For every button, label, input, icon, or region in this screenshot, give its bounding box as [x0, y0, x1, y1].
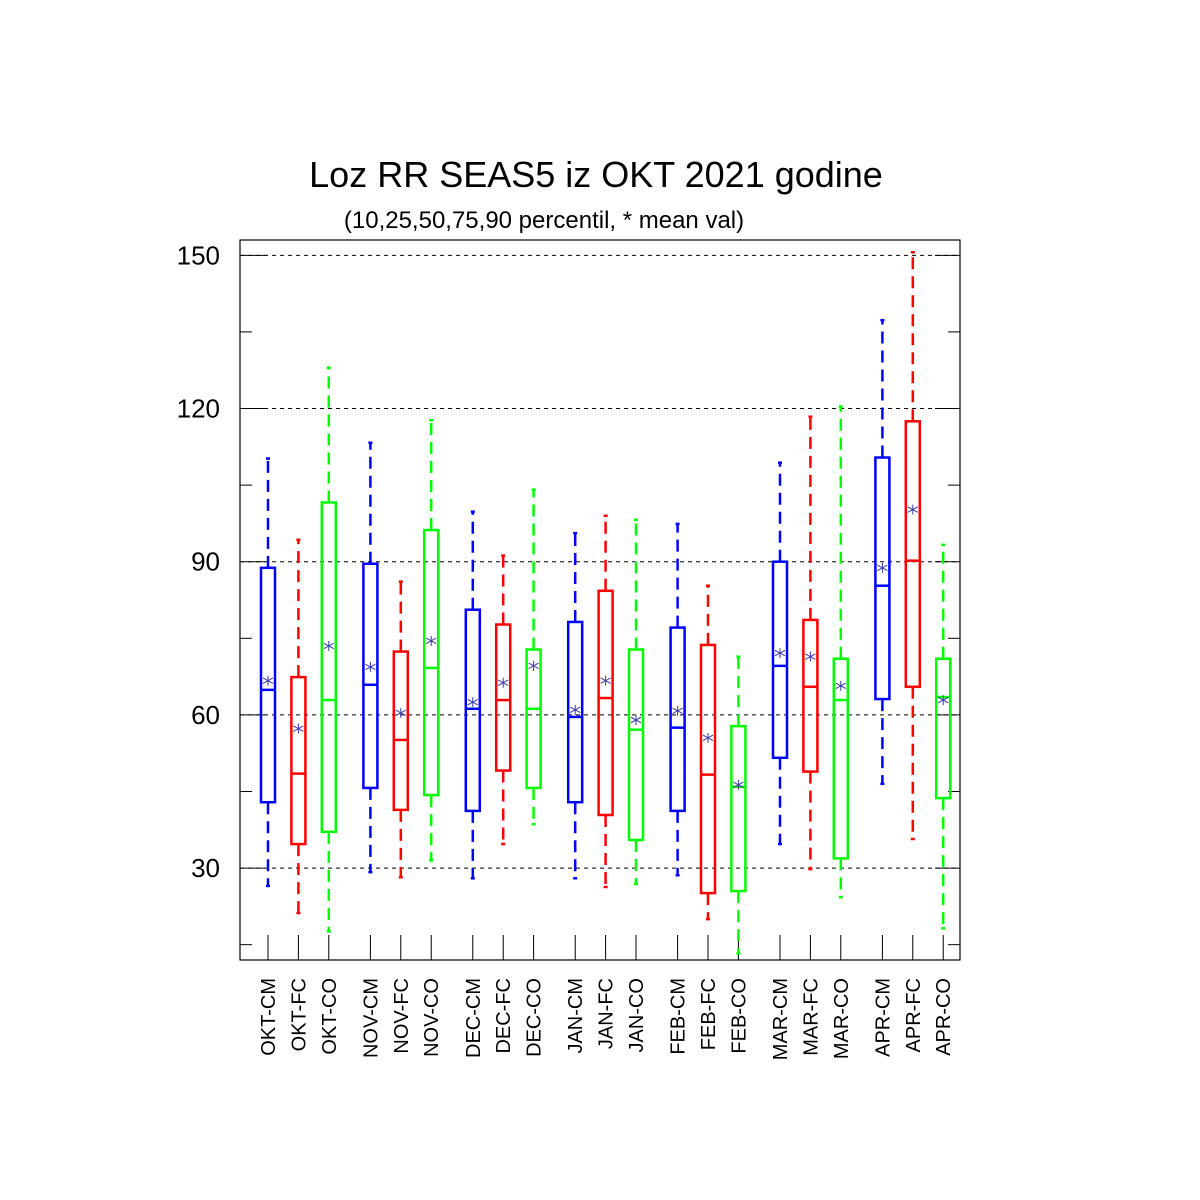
mean-stroke-c	[805, 653, 816, 660]
category-label-JAN-CO: JAN-CO	[626, 978, 648, 1052]
box-DEC-CO	[525, 648, 542, 790]
y-axis: 30 60 90 120 150	[177, 240, 960, 946]
box-DEC-FC	[494, 623, 512, 772]
mean-marker-APR-CM	[877, 562, 888, 573]
mean-stroke-c	[395, 709, 407, 717]
mean-marker-APR-FC	[907, 504, 919, 515]
mean-marker-OKT-CO	[323, 640, 335, 651]
box-APR-CM	[874, 456, 891, 701]
box-OKT-FC	[290, 675, 307, 846]
box-OKT-CO	[320, 501, 338, 834]
box-FEB-CO	[730, 724, 747, 893]
category-label-JAN-CM: JAN-CM	[565, 978, 587, 1054]
mean-marker-NOV-CM	[365, 661, 376, 672]
mean-marker-FEB-CO	[733, 779, 744, 790]
x-axis-ticks	[267, 935, 944, 960]
box-OKT-CM	[259, 566, 277, 804]
y-tick-label-90: 90	[191, 547, 220, 577]
mean-stroke-c	[467, 698, 479, 706]
mean-stroke-c	[937, 696, 949, 704]
category-label-DEC-CM: DEC-CM	[463, 978, 485, 1058]
mean-marker-DEC-FC	[497, 677, 509, 688]
box-APR-FC	[904, 420, 922, 689]
mean-marker-JAN-FC	[600, 675, 611, 686]
category-label-NOV-CO: NOV-CO	[421, 978, 443, 1057]
box-MAR-CO	[832, 657, 850, 860]
category-label-APR-CM: APR-CM	[872, 978, 894, 1057]
category-label-OKT-FC: OKT-FC	[288, 978, 310, 1051]
mean-marker-OKT-FC	[293, 723, 304, 734]
mean-marker-FEB-FC	[702, 732, 714, 743]
mean-stroke-c	[365, 663, 376, 671]
mean-stroke-c	[774, 649, 786, 657]
box-plots	[259, 251, 952, 955]
category-label-FEB-FC: FEB-FC	[698, 978, 720, 1050]
category-label-DEC-FC: DEC-FC	[493, 978, 515, 1054]
mean-stroke-c	[672, 707, 683, 714]
category-label-FEB-CM: FEB-CM	[668, 978, 690, 1055]
category-label-MAR-CO: MAR-CO	[831, 978, 853, 1059]
category-label-MAR-FC: MAR-FC	[800, 978, 822, 1056]
mean-stroke-c	[569, 706, 581, 713]
box-MAR-CM	[771, 560, 789, 760]
category-label-FEB-CO: FEB-CO	[728, 978, 750, 1054]
mean-marker-MAR-FC	[805, 651, 816, 662]
mean-stroke-c	[323, 642, 335, 650]
mean-stroke-c	[262, 677, 274, 684]
mean-stroke-c	[733, 781, 744, 789]
box-JAN-FC	[597, 589, 614, 817]
box-JAN-CM	[566, 620, 584, 804]
mean-marker-JAN-CO	[630, 715, 642, 725]
mean-stroke-c	[497, 679, 509, 686]
category-label-NOV-CM: NOV-CM	[360, 978, 382, 1058]
box-NOV-FC	[392, 650, 410, 812]
mean-marker-FEB-CM	[672, 705, 683, 716]
chart-subtitle: (10,25,50,75,90 percentil, * mean val)	[344, 207, 744, 234]
y-tick-label-120: 120	[177, 394, 220, 424]
box-MAR-FC	[802, 618, 819, 773]
mean-marker-DEC-CO	[528, 660, 539, 671]
mean-stroke-c	[702, 734, 714, 742]
mean-stroke-c	[907, 506, 919, 513]
mean-marker-NOV-CO	[425, 635, 437, 646]
box-FEB-FC	[699, 643, 717, 895]
box-APR-CO	[934, 657, 952, 800]
mean-stroke-c	[293, 725, 304, 732]
mean-stroke-c	[835, 682, 847, 689]
y-tick-label-60: 60	[191, 700, 220, 730]
mean-stroke-c	[877, 564, 888, 572]
mean-marker-JAN-CM	[569, 704, 581, 715]
category-label-MAR-CM: MAR-CM	[770, 978, 792, 1060]
category-label-DEC-CO: DEC-CO	[524, 978, 546, 1057]
mean-marker-NOV-FC	[395, 707, 407, 718]
mean-stroke-c	[630, 716, 642, 724]
chart-title: Loz RR SEAS5 iz OKT 2021 godine	[309, 154, 883, 195]
category-label-NOV-FC: NOV-FC	[391, 978, 413, 1054]
box-NOV-CO	[422, 528, 440, 797]
category-label-JAN-FC: JAN-FC	[596, 978, 618, 1049]
mean-marker-APR-CO	[937, 695, 949, 706]
category-label-OKT-CO: OKT-CO	[319, 978, 341, 1055]
category-labels: OKT-CM OKT-FC OKT-CO NOV-CM NOV-FC NOV-CO DEC-…	[258, 978, 955, 1060]
box-NOV-CM	[362, 562, 379, 790]
mean-stroke-c	[600, 677, 611, 684]
mean-marker-MAR-CO	[835, 680, 847, 691]
box-JAN-CO	[627, 648, 645, 842]
mean-marker-MAR-CM	[774, 648, 786, 659]
mean-marker-OKT-CM	[262, 675, 274, 686]
mean-stroke-c	[528, 662, 539, 670]
box-FEB-CM	[669, 626, 686, 813]
category-label-APR-CO: APR-CO	[933, 978, 955, 1056]
mean-stroke-c	[425, 637, 437, 645]
y-tick-label-30: 30	[191, 853, 220, 883]
y-tick-label-150: 150	[177, 240, 220, 270]
mean-marker-DEC-CM	[467, 697, 479, 708]
plot-frame	[239, 239, 961, 961]
box-DEC-CM	[464, 608, 482, 813]
category-label-APR-FC: APR-FC	[903, 978, 925, 1052]
category-label-OKT-CM: OKT-CM	[258, 978, 280, 1056]
